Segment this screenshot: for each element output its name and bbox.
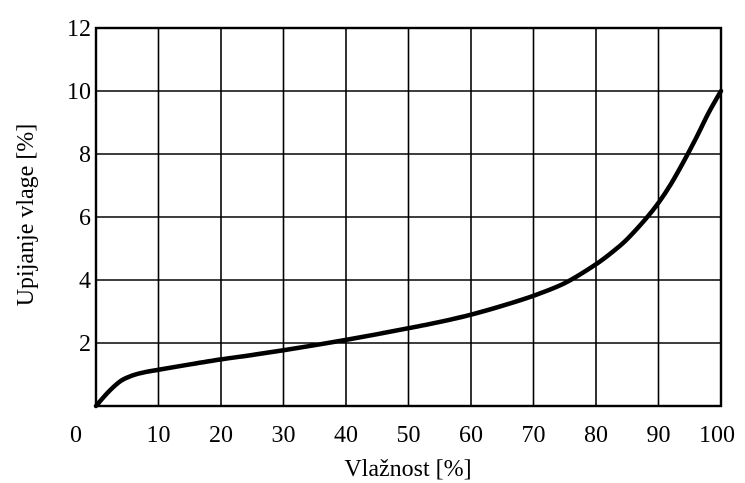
y-axis-label: Upijanje vlage [%] — [13, 124, 39, 307]
x-tick-label: 50 — [397, 422, 421, 448]
chart-grid — [95, 27, 722, 407]
x-tick-label: 80 — [584, 422, 608, 448]
x-tick-label: 10 — [147, 422, 171, 448]
y-tick-label: 2 — [79, 331, 91, 357]
plot-frame — [94, 26, 723, 408]
x-tick-label: 0 — [70, 422, 82, 448]
y-tick-label: 6 — [79, 205, 91, 231]
series-line — [93, 88, 724, 409]
x-tick-label: 70 — [522, 422, 546, 448]
y-tick-label: 8 — [79, 142, 91, 168]
y-tick-label: 4 — [79, 268, 91, 294]
plot-border — [94, 26, 723, 408]
x-tick-label: 60 — [459, 422, 483, 448]
x-tick-label: 100 — [699, 422, 735, 448]
y-tick-label: 10 — [67, 79, 91, 105]
y-axis-tick-labels: 2 4 6 8 10 12 — [67, 16, 91, 357]
x-tick-label: 90 — [647, 422, 671, 448]
x-tick-label: 20 — [209, 422, 233, 448]
y-tick-label: 12 — [67, 16, 91, 42]
x-axis-label: Vlažnost [%] — [344, 456, 471, 482]
x-tick-label: 40 — [334, 422, 358, 448]
chart-series — [93, 88, 724, 409]
x-axis-tick-labels: 0 10 20 30 40 50 60 70 80 90 100 — [70, 422, 735, 448]
x-tick-label: 30 — [272, 422, 296, 448]
